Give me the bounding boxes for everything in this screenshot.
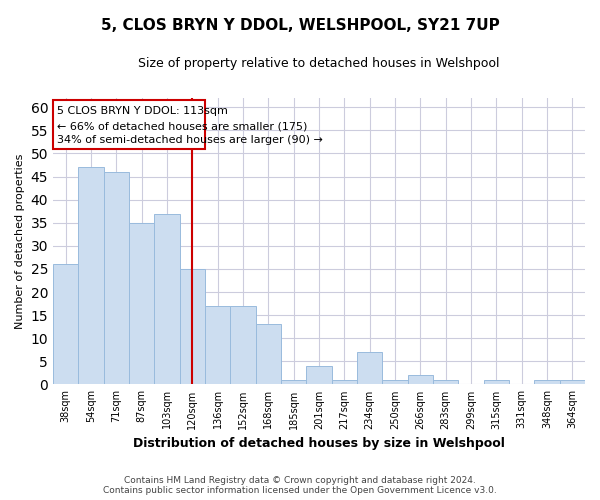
Text: 5, CLOS BRYN Y DDOL, WELSHPOOL, SY21 7UP: 5, CLOS BRYN Y DDOL, WELSHPOOL, SY21 7UP <box>101 18 499 32</box>
Title: Size of property relative to detached houses in Welshpool: Size of property relative to detached ho… <box>138 58 500 70</box>
Bar <box>535 380 560 384</box>
Bar <box>433 380 458 384</box>
Bar <box>256 324 281 384</box>
Bar <box>484 380 509 384</box>
Bar <box>332 380 357 384</box>
Text: 34% of semi-detached houses are larger (90) →: 34% of semi-detached houses are larger (… <box>57 135 323 145</box>
Bar <box>53 264 79 384</box>
Bar <box>179 269 205 384</box>
Y-axis label: Number of detached properties: Number of detached properties <box>15 154 25 329</box>
Text: Contains HM Land Registry data © Crown copyright and database right 2024.
Contai: Contains HM Land Registry data © Crown c… <box>103 476 497 495</box>
Bar <box>154 214 179 384</box>
Text: 5 CLOS BRYN Y DDOL: 113sqm: 5 CLOS BRYN Y DDOL: 113sqm <box>57 106 228 117</box>
FancyBboxPatch shape <box>53 100 205 149</box>
Bar <box>307 366 332 384</box>
Bar <box>205 306 230 384</box>
Bar <box>357 352 382 384</box>
Bar <box>129 223 154 384</box>
Bar <box>407 375 433 384</box>
Bar <box>281 380 307 384</box>
Bar <box>382 380 407 384</box>
Text: ← 66% of detached houses are smaller (175): ← 66% of detached houses are smaller (17… <box>57 121 307 131</box>
Bar <box>230 306 256 384</box>
Bar <box>79 168 104 384</box>
Bar <box>104 172 129 384</box>
Bar <box>560 380 585 384</box>
X-axis label: Distribution of detached houses by size in Welshpool: Distribution of detached houses by size … <box>133 437 505 450</box>
